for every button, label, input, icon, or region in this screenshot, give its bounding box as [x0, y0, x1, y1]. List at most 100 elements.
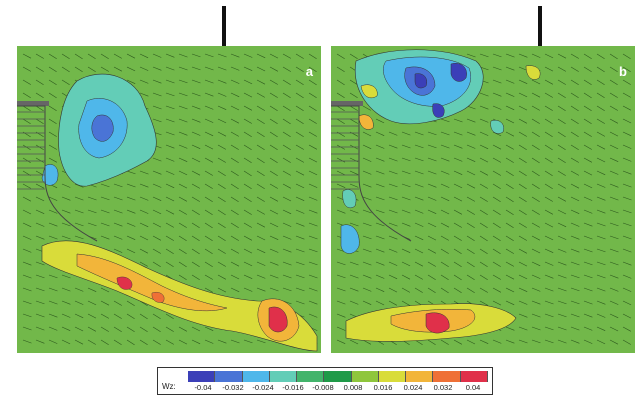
velocity-arrow [375, 157, 385, 162]
velocity-arrow [243, 183, 252, 190]
velocity-arrow [609, 339, 619, 345]
velocity-arrow [35, 118, 44, 125]
velocity-arrow [505, 261, 515, 267]
velocity-arrow [427, 274, 436, 280]
velocity-arrow [48, 300, 58, 305]
velocity-arrow [479, 144, 489, 150]
velocity-arrow [492, 183, 501, 189]
velocity-arrow [35, 235, 45, 240]
velocity-arrow [466, 287, 475, 293]
velocity-arrow [349, 209, 359, 214]
velocity-arrow [414, 196, 424, 201]
velocity-arrow [22, 326, 32, 331]
velocity-arrow [492, 339, 502, 344]
velocity-arrow [126, 222, 136, 227]
colorbar-ticks: -0.04 -0.032 -0.024 -0.016 -0.008 0.008 0.016 0… [188, 383, 488, 393]
velocity-arrow [22, 339, 32, 344]
velocity-arrow [518, 196, 527, 203]
velocity-arrow [557, 196, 567, 202]
velocity-arrow [165, 326, 174, 332]
velocity-arrow [388, 131, 398, 136]
velocity-arrow [336, 326, 346, 331]
velocity-arrow [269, 287, 279, 292]
velocity-arrow [570, 157, 579, 163]
velocity-arrow [48, 326, 58, 331]
velocity-arrow [427, 339, 436, 346]
velocity-arrow [544, 131, 553, 138]
velocity-arrow [256, 248, 266, 254]
velocity-arrow [492, 235, 501, 242]
velocity-arrow [295, 157, 305, 163]
velocity-arrow [544, 287, 554, 292]
velocity-arrow [609, 53, 618, 60]
velocity-arrow [505, 105, 515, 111]
velocity-arrow [362, 248, 372, 253]
velocity-arrow [282, 131, 291, 138]
velocity-arrow [505, 274, 515, 280]
velocity-arrow [35, 339, 45, 344]
velocity-arrow [217, 183, 226, 190]
velocity-arrow [531, 222, 540, 228]
velocity-arrow [295, 300, 305, 305]
velocity-arrow [427, 157, 437, 162]
velocity-arrow [622, 222, 632, 227]
velocity-arrow [35, 287, 45, 292]
velocity-arrow [269, 105, 278, 112]
velocity-arrow [308, 131, 317, 137]
velocity-arrow [178, 157, 188, 162]
velocity-arrow [48, 66, 57, 73]
velocity-arrow [557, 209, 567, 215]
velocity-arrow [204, 66, 214, 71]
velocity-arrow [282, 144, 291, 150]
velocity-arrow [204, 105, 214, 110]
velocity-arrow [544, 105, 553, 111]
velocity-arrow [336, 118, 345, 124]
velocity-arrow [22, 157, 31, 163]
velocity-arrow [22, 183, 31, 189]
velocity-arrow [87, 300, 97, 306]
velocity-arrow [531, 248, 541, 254]
velocity-arrow [362, 222, 372, 227]
velocity-arrow [243, 92, 253, 98]
velocity-arrow [295, 92, 304, 99]
velocity-arrow [61, 209, 71, 214]
velocity-arrow [609, 66, 618, 73]
velocity-arrow [100, 300, 110, 306]
velocity-arrow [48, 92, 57, 99]
velocity-arrow [126, 300, 135, 306]
velocity-arrow [518, 170, 527, 177]
velocity-arrow [583, 170, 593, 176]
velocity-arrow [191, 261, 200, 268]
velocity-arrow [479, 53, 489, 58]
velocity-arrow [139, 170, 149, 175]
velocity-arrow [596, 313, 606, 318]
velocity-arrow [336, 209, 346, 214]
velocity-arrow [295, 131, 304, 137]
velocity-arrow [583, 300, 593, 305]
colorbar-swatch [297, 371, 325, 382]
velocity-arrow [217, 170, 226, 176]
velocity-arrow [113, 183, 123, 188]
velocity-arrow [152, 157, 162, 162]
velocity-arrow [178, 105, 188, 110]
velocity-arrow [401, 261, 411, 267]
velocity-arrow [596, 105, 605, 111]
velocity-arrow [362, 235, 372, 240]
velocity-arrow [505, 157, 514, 163]
velocity-arrow [256, 339, 266, 344]
velocity-arrow [349, 261, 359, 266]
velocity-arrow [570, 196, 580, 202]
velocity-arrow [349, 339, 359, 345]
velocity-arrow [100, 53, 109, 59]
velocity-arrow [152, 235, 162, 241]
velocity-arrow [243, 170, 252, 177]
velocity-arrow [362, 105, 371, 111]
velocity-arrow [165, 157, 175, 162]
velocity-arrow [295, 144, 304, 150]
velocity-arrow [100, 235, 110, 240]
velocity-arrow [204, 248, 213, 255]
velocity-arrow [217, 92, 227, 97]
velocity-arrow [531, 144, 540, 151]
velocity-arrow [544, 326, 554, 331]
velocity-arrow [230, 222, 239, 228]
